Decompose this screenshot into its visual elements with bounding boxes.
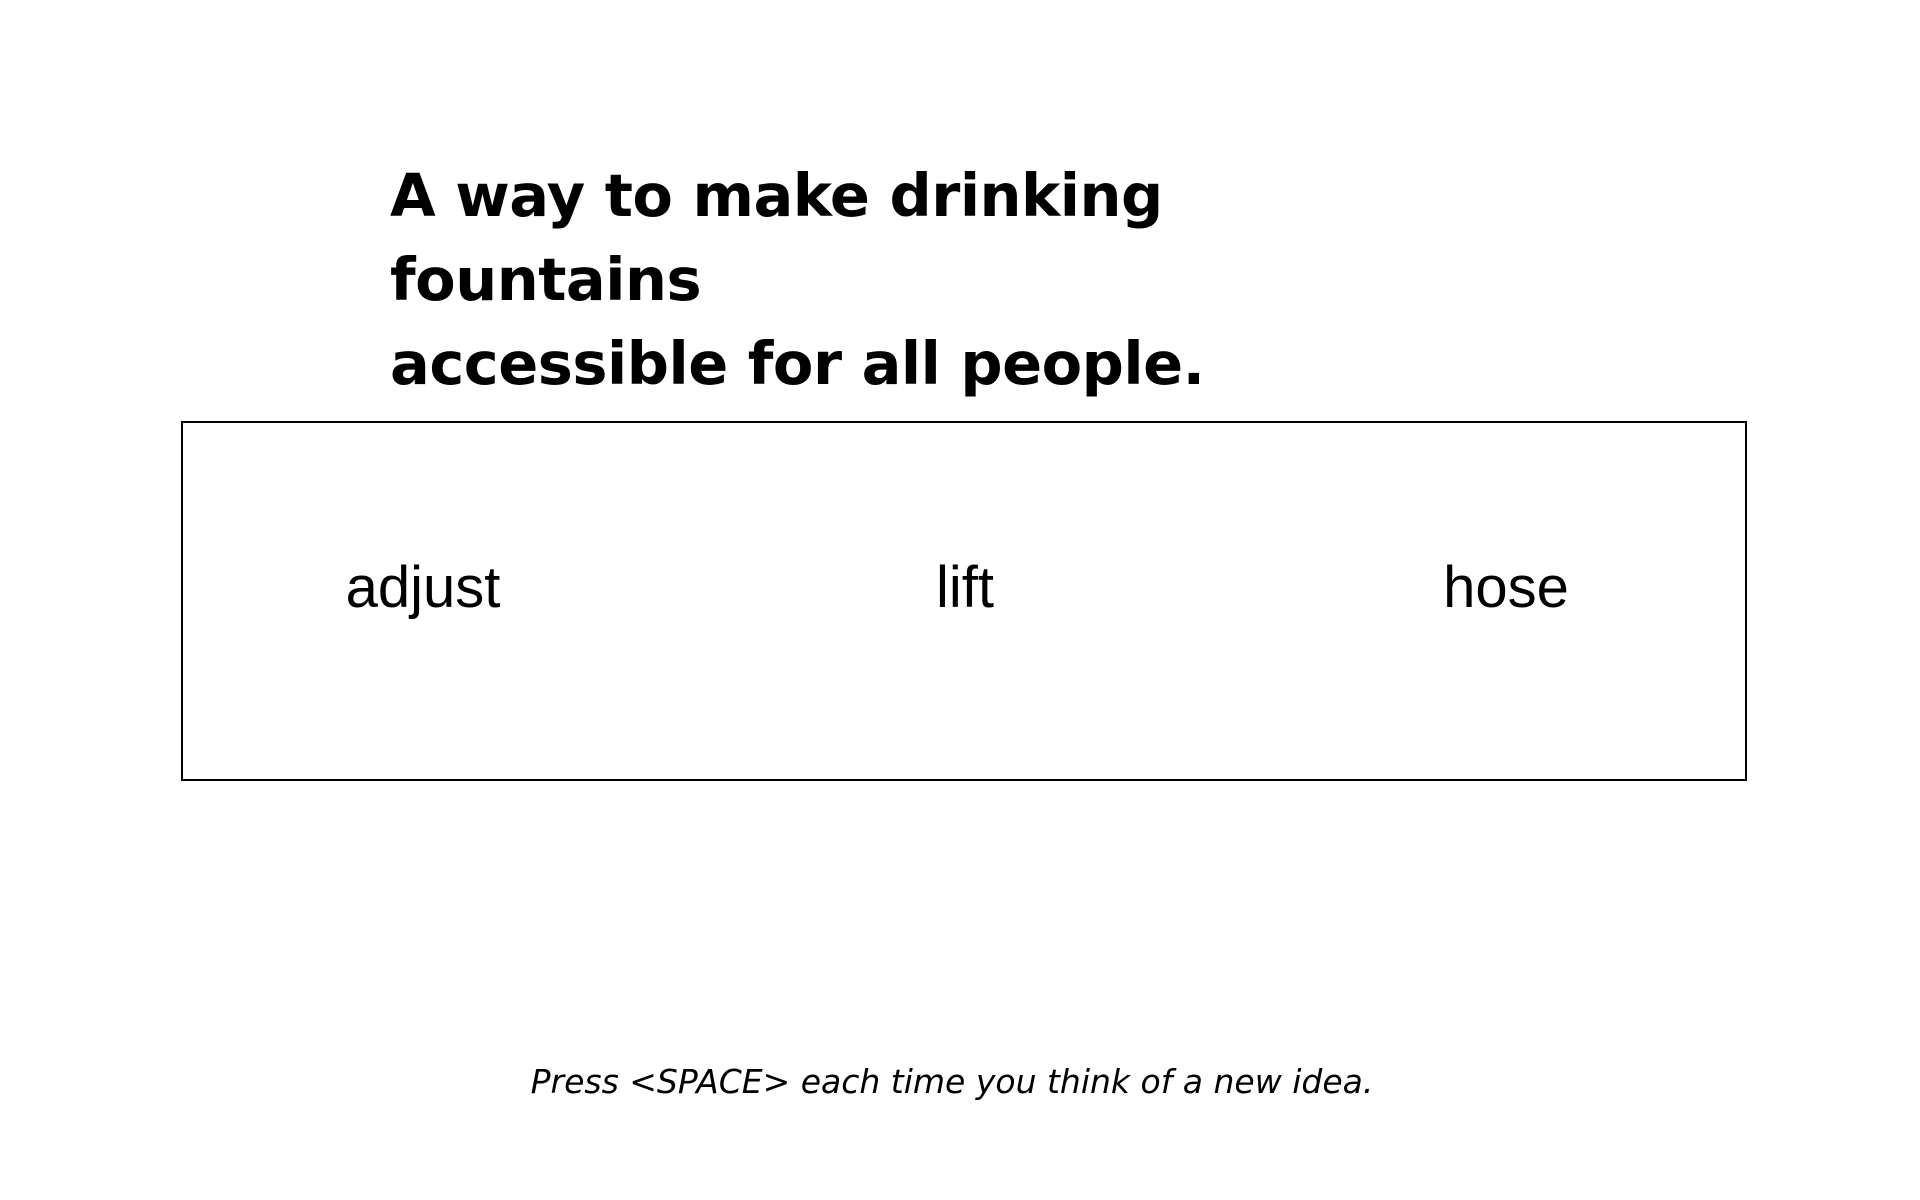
- prompt-heading: A way to make drinking fountains accessi…: [390, 154, 1490, 406]
- cue-word-box: adjust lift hose: [181, 421, 1747, 781]
- cue-word-1: adjust: [345, 555, 501, 620]
- cue-word-3: hose: [1443, 555, 1569, 620]
- prompt-line-2: accessible for all people.: [390, 329, 1205, 398]
- instruction-text: Press <SPACE> each time you think of a n…: [530, 1062, 1374, 1101]
- prompt-line-1: A way to make drinking fountains: [390, 161, 1163, 314]
- cue-word-2: lift: [936, 555, 994, 620]
